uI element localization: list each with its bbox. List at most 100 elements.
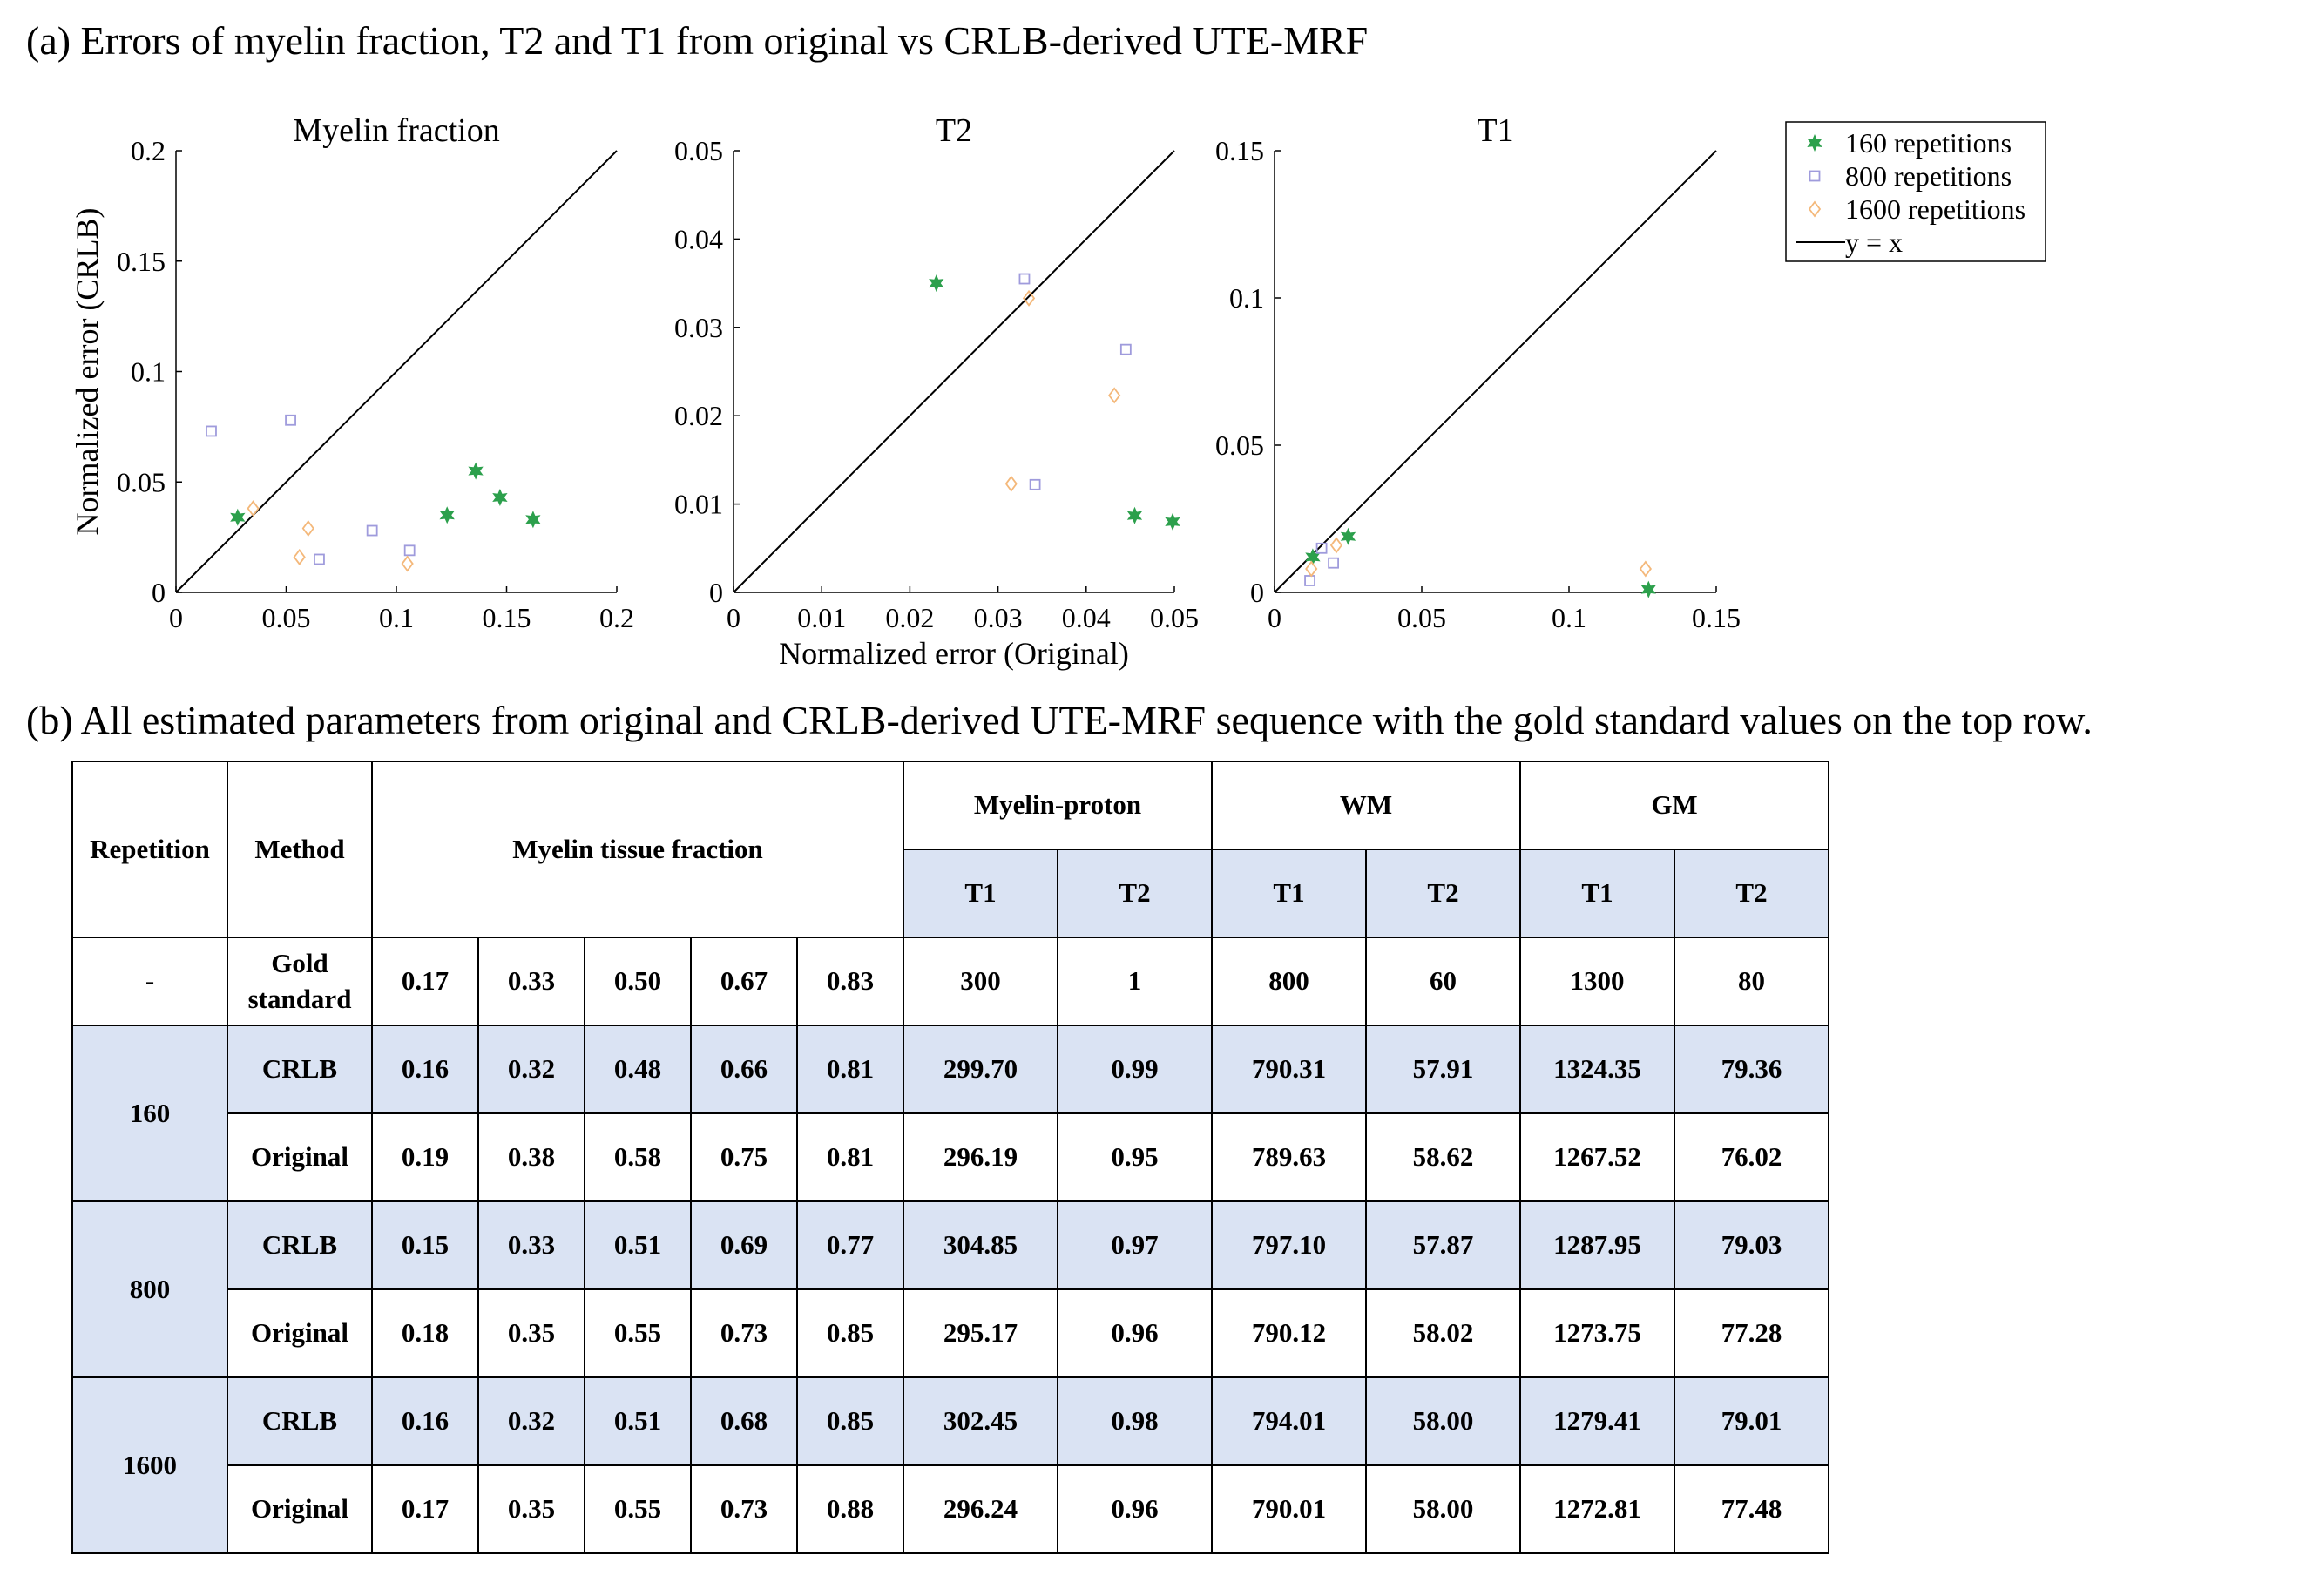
cell-value: 1 xyxy=(1057,937,1213,1026)
x-tick-label: 0.04 xyxy=(1062,602,1111,633)
y-tick-label: 0.05 xyxy=(1215,429,1264,461)
cell-value: 300 xyxy=(903,937,1058,1026)
data-point-star xyxy=(492,489,508,506)
cell-value: 0.32 xyxy=(477,1376,585,1466)
cell-value: 0.77 xyxy=(796,1200,904,1290)
cell-value: 0.19 xyxy=(371,1112,479,1202)
legend-marker-square xyxy=(1809,170,1821,182)
y-tick-label: 0.01 xyxy=(674,489,723,520)
cell-value: 0.55 xyxy=(584,1288,692,1378)
y-tick-label: 0 xyxy=(1250,577,1264,608)
cell-value: 0.75 xyxy=(690,1112,798,1202)
cell-method: Original xyxy=(227,1464,373,1554)
y-tick-label: 0.1 xyxy=(1229,282,1264,314)
data-point-diamond xyxy=(1639,560,1653,578)
cell-value: 0.68 xyxy=(690,1376,798,1466)
header-group: GM xyxy=(1519,761,1829,850)
parameters-table-container: Repetition Method Myelin tissue fraction My… xyxy=(71,761,1829,1554)
y-tick-label: 0.05 xyxy=(117,466,166,497)
cell-value: 0.85 xyxy=(796,1376,904,1466)
cell-value: 0.32 xyxy=(477,1025,585,1114)
data-point-star xyxy=(1126,506,1143,524)
cell-value: 790.31 xyxy=(1211,1025,1367,1114)
x-tick-label: 0.05 xyxy=(1397,602,1446,633)
cell-value: 0.67 xyxy=(690,937,798,1026)
data-point-star xyxy=(1165,512,1180,531)
cell-method: CRLB xyxy=(227,1025,373,1114)
data-point-square xyxy=(1328,557,1339,569)
data-point-star xyxy=(1640,580,1656,598)
reference-line-y-equals-x xyxy=(175,150,618,593)
cell-value: 1267.52 xyxy=(1519,1112,1675,1202)
cell-value: 57.87 xyxy=(1365,1200,1521,1290)
cell-value: 296.24 xyxy=(903,1464,1058,1554)
cell-value: 304.85 xyxy=(903,1200,1058,1290)
x-tick-label: 0.02 xyxy=(885,602,934,633)
cell-repetition: - xyxy=(71,937,228,1026)
table-row: T1 T2 T1 T2 T1 T2 xyxy=(72,849,1829,938)
cell-value: 1273.75 xyxy=(1519,1288,1675,1378)
cell-method: CRLB xyxy=(227,1200,373,1290)
cell-value: 58.62 xyxy=(1365,1112,1521,1202)
y-tick-label: 0.05 xyxy=(674,135,723,166)
cell-value: 0.55 xyxy=(584,1464,692,1554)
cell-value: 800 xyxy=(1211,937,1367,1026)
cell-value: 0.16 xyxy=(371,1376,479,1466)
cell-value: 0.16 xyxy=(371,1025,479,1114)
table-row: 160 CRLB 0.16 0.32 0.48 0.66 0.81 299.70 0.99 790… xyxy=(71,1025,1829,1202)
cell-value: 77.28 xyxy=(1674,1288,1829,1378)
y-tick-label: 0.02 xyxy=(674,400,723,431)
y-tick-label: 0.15 xyxy=(117,246,166,277)
cell-repetition: 800 xyxy=(71,1200,228,1378)
data-point-diamond xyxy=(1004,475,1018,492)
cell-value: 0.85 xyxy=(796,1288,904,1378)
cell-value: 0.33 xyxy=(477,1200,585,1290)
reference-line-y-equals-x xyxy=(1274,150,1717,593)
cell-value: 0.66 xyxy=(690,1025,798,1114)
cell-value: 296.19 xyxy=(903,1112,1058,1202)
legend-marker-diamond xyxy=(1808,200,1822,218)
cell-value: 0.73 xyxy=(690,1288,798,1378)
data-point-square xyxy=(1315,542,1328,554)
cell-value: 797.10 xyxy=(1211,1200,1367,1290)
cell-value: 0.48 xyxy=(584,1025,692,1114)
cell-method: Gold standard xyxy=(227,937,373,1026)
data-point-star xyxy=(929,274,944,293)
legend-label: 160 repetitions xyxy=(1845,127,2012,159)
cell-value: 0.38 xyxy=(477,1112,585,1202)
cell-value: 1300 xyxy=(1519,937,1675,1026)
x-tick-label: 0.1 xyxy=(379,602,414,633)
x-tick-label: 0 xyxy=(1268,602,1281,633)
figure-caption-b: (b) All estimated parameters from origin… xyxy=(26,698,2093,742)
cell-value: 302.45 xyxy=(903,1376,1058,1466)
scatter-plots: 0 0.05 0.1 0.15 0.2 0 0.05 0.1 0.15 0.2 Myelin fra… xyxy=(70,112,2046,671)
cell-repetition: 1600 xyxy=(71,1376,228,1554)
legend-label: y = x xyxy=(1845,227,1903,258)
cell-value: 79.01 xyxy=(1674,1376,1829,1466)
cell-value: 790.12 xyxy=(1211,1288,1367,1378)
cell-value: 58.00 xyxy=(1365,1376,1521,1466)
cell-value: 0.15 xyxy=(371,1200,479,1290)
x-tick-label: 0 xyxy=(169,602,183,633)
cell-value: 0.18 xyxy=(371,1288,479,1378)
data-point-star xyxy=(525,511,541,529)
cell-value: 0.81 xyxy=(796,1025,904,1114)
data-point-diamond xyxy=(1108,387,1121,404)
data-point-diamond xyxy=(1305,560,1318,578)
data-point-square xyxy=(366,524,378,537)
cell-value: 0.98 xyxy=(1057,1376,1213,1466)
cell-value: 0.17 xyxy=(371,1464,479,1554)
cell-value: 77.48 xyxy=(1674,1464,1829,1554)
header-sub: T1 xyxy=(1519,849,1675,938)
cell-value: 0.73 xyxy=(690,1464,798,1554)
table-row: Original 0.17 0.35 0.55 0.73 0.88 296.24 0.96 79… xyxy=(72,1464,1829,1554)
plot-title: Myelin fraction xyxy=(293,112,499,149)
cell-method: Original xyxy=(227,1112,373,1202)
data-point-diamond xyxy=(301,519,314,537)
cell-value: 57.91 xyxy=(1365,1025,1521,1114)
cell-value: 790.01 xyxy=(1211,1464,1367,1554)
legend-label: 800 repetitions xyxy=(1845,160,2012,192)
header-group: WM xyxy=(1211,761,1521,850)
data-point-square xyxy=(403,544,416,557)
data-point-star xyxy=(439,506,455,524)
